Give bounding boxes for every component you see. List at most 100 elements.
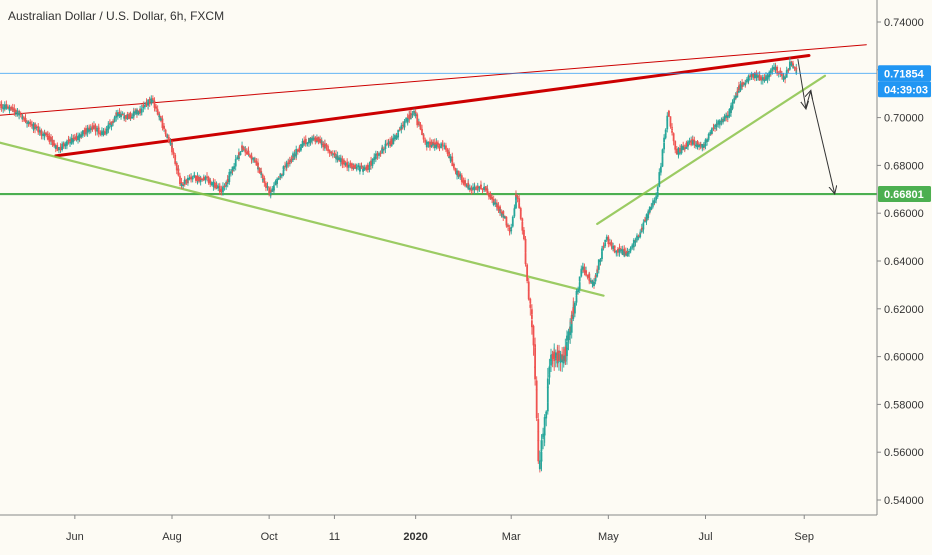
candle-body — [599, 259, 602, 263]
candle-body — [634, 241, 637, 243]
candle-body — [77, 136, 79, 139]
candle-body — [712, 127, 715, 129]
candle-body — [761, 78, 764, 81]
candle-body — [566, 335, 568, 341]
price-tick-label: 0.70000 — [884, 113, 924, 125]
candle-body — [768, 72, 771, 77]
candle-body — [452, 164, 455, 169]
candle-body — [96, 129, 99, 132]
candle-body — [309, 138, 312, 143]
candle-body — [344, 162, 347, 165]
candle-body — [384, 143, 387, 145]
candle-body — [27, 121, 30, 124]
candle-body — [589, 280, 592, 283]
candle-body — [15, 112, 17, 114]
projection-arrow-2 — [806, 91, 811, 109]
candle-body — [148, 101, 151, 103]
candle-body — [89, 128, 92, 130]
candle-body — [752, 73, 755, 77]
candle-body — [500, 214, 503, 216]
candle-body — [679, 147, 681, 153]
candle-body — [424, 141, 427, 143]
candle-body — [695, 144, 697, 147]
level-price-label: 0.66801 — [884, 189, 924, 201]
time-axis[interactable]: Jun Aug Oct 11 2020 Mar May Jul Sep — [0, 514, 932, 550]
candle-body — [8, 107, 11, 111]
trendline-red-1 — [0, 44, 867, 116]
candle-body — [347, 164, 350, 166]
candle-body — [155, 106, 157, 109]
candle-body — [11, 107, 14, 109]
candle-body — [62, 143, 65, 147]
candle-body — [556, 354, 559, 361]
candle-body — [554, 352, 557, 359]
candle-body — [102, 131, 105, 136]
candle-body — [0, 104, 1, 106]
price-tick-label: 0.56000 — [884, 447, 924, 459]
candle-body — [513, 208, 516, 210]
candle-body — [198, 176, 200, 182]
candle-body — [529, 298, 532, 304]
candle-body — [228, 171, 231, 176]
candle-body — [765, 75, 767, 77]
candle-body — [677, 148, 680, 151]
candle-body — [489, 193, 492, 199]
candle-body — [234, 163, 237, 167]
candle-body — [26, 122, 28, 124]
candle-body — [72, 137, 75, 139]
candle-body — [572, 307, 575, 314]
candle-body — [440, 143, 443, 147]
candle-body — [86, 128, 89, 133]
candle-body — [618, 247, 621, 249]
candle-body — [464, 182, 466, 186]
candle-body — [194, 175, 197, 181]
candle-body — [524, 260, 527, 265]
candle-body — [402, 125, 404, 126]
candle-body — [144, 105, 146, 106]
candle-body — [206, 176, 208, 178]
candle-body — [661, 156, 664, 167]
candle-body — [723, 116, 726, 120]
candle-body — [473, 186, 476, 190]
candle-body — [537, 419, 540, 433]
candle-body — [470, 189, 473, 190]
projection-arrow-3 — [810, 91, 835, 193]
candle-body — [548, 366, 551, 375]
candle-body — [578, 282, 581, 290]
candle-body — [465, 186, 468, 188]
candle-body — [655, 196, 658, 199]
candle-body — [515, 194, 517, 197]
candle-body — [784, 77, 787, 79]
candle-body — [460, 179, 463, 182]
candle-body — [292, 153, 294, 157]
candle-body — [207, 178, 210, 183]
candle-body — [467, 187, 470, 189]
candle-body — [771, 67, 774, 70]
candle-body — [338, 157, 341, 161]
candle-body — [128, 114, 130, 120]
trend-lines[interactable] — [0, 44, 867, 297]
candle-body — [180, 183, 183, 187]
candle-body — [529, 304, 532, 308]
projection-arrows[interactable] — [797, 58, 835, 193]
candle-body — [362, 168, 364, 172]
candle-body — [661, 153, 664, 157]
candle-body — [355, 166, 358, 169]
candle-body — [448, 152, 450, 158]
projection-arrow-1 — [797, 58, 806, 108]
candle-body — [91, 127, 94, 130]
candle-body — [336, 157, 339, 160]
candle-body — [774, 68, 777, 70]
candle-body — [314, 137, 317, 140]
candle-body — [462, 180, 465, 184]
candle-body — [763, 80, 766, 82]
candle-body — [288, 160, 291, 163]
candle-body — [710, 128, 713, 134]
candle-body — [330, 151, 333, 154]
candle-body — [636, 235, 638, 237]
candle-body — [691, 139, 694, 145]
candle-body — [524, 238, 527, 253]
candle-body — [416, 121, 419, 125]
